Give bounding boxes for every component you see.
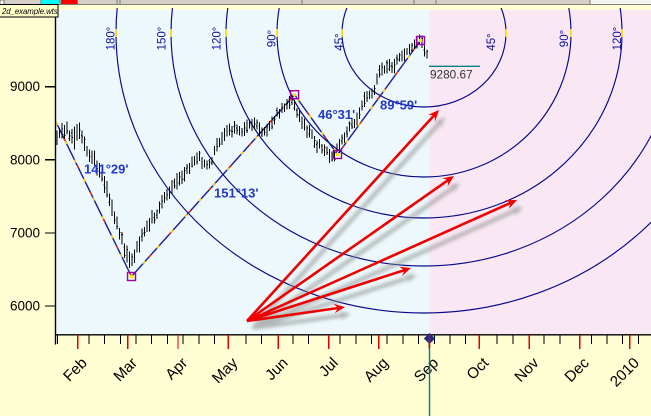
svg-text:46°31': 46°31' [318,107,355,122]
svg-text:90°: 90° [559,30,571,47]
svg-text:120°: 120° [212,27,224,51]
svg-text:9000: 9000 [10,79,40,94]
svg-text:141°29': 141°29' [84,162,128,177]
svg-text:151°13': 151°13' [214,186,258,201]
svg-text:45°: 45° [486,33,498,50]
svg-text:9280.67: 9280.67 [430,67,473,81]
svg-text:2d_example.wts: 2d_example.wts [1,7,58,16]
svg-text:150°: 150° [157,27,169,51]
svg-text:7000: 7000 [10,225,40,240]
svg-text:8000: 8000 [10,152,40,167]
svg-text:89°59': 89°59' [380,98,417,113]
svg-text:180°: 180° [106,27,118,51]
svg-text:45°: 45° [334,33,346,50]
svg-text:120°: 120° [612,27,624,51]
svg-text:6000: 6000 [10,298,40,313]
svg-text:90°: 90° [267,30,279,47]
